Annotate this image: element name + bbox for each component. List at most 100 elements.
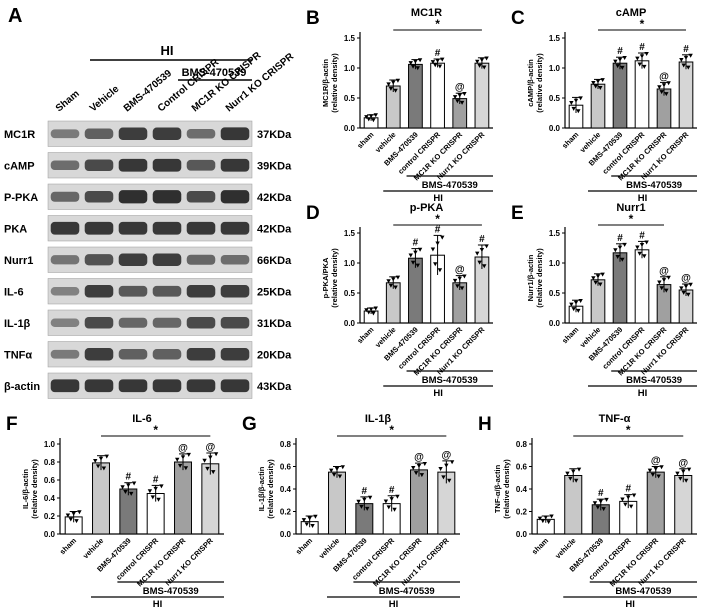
data-point xyxy=(413,471,419,476)
data-point xyxy=(576,467,582,472)
data-point xyxy=(475,59,480,64)
data-point xyxy=(452,95,458,100)
blot-band xyxy=(186,221,216,235)
y-tick-label: 0.6 xyxy=(280,463,292,472)
bar xyxy=(674,475,693,535)
y-axis-label: p-PKA/PKA(relative density) xyxy=(321,248,339,308)
data-point xyxy=(683,55,689,60)
group-mark: @ xyxy=(441,450,451,461)
y-tick-label: 1.5 xyxy=(344,34,356,43)
data-point xyxy=(365,506,370,511)
bar xyxy=(408,63,423,129)
data-point xyxy=(571,307,576,312)
blot-band xyxy=(84,379,114,393)
chart-title: IL-1β xyxy=(365,413,392,425)
data-point xyxy=(410,64,416,69)
data-point xyxy=(598,86,603,90)
data-point xyxy=(642,64,647,69)
blot-strip xyxy=(47,278,253,305)
bar xyxy=(92,462,110,535)
data-point xyxy=(391,80,396,85)
group-mark: # xyxy=(617,233,623,244)
chart-panel-g: G IL-1β * IL-1β/β-actin(relative density) 0.… xyxy=(236,406,472,611)
group-mark: @ xyxy=(681,273,691,284)
data-point xyxy=(644,51,649,56)
data-point xyxy=(620,257,625,262)
y-tick-label: 1.5 xyxy=(549,34,561,43)
data-point xyxy=(613,59,618,64)
data-point xyxy=(383,499,389,504)
data-point xyxy=(604,497,609,502)
data-point xyxy=(475,251,480,256)
data-point xyxy=(437,64,443,69)
data-point xyxy=(622,242,627,247)
data-point xyxy=(301,518,307,523)
bms-label: BMS-470539 xyxy=(379,586,435,597)
x-tick-label: MC1R KO CRISPR xyxy=(371,536,424,589)
y-tick-label: 0.4 xyxy=(44,494,56,503)
data-point xyxy=(150,495,155,500)
hi-label: HI xyxy=(433,388,443,399)
group-mark: @ xyxy=(205,442,215,453)
data-point xyxy=(449,460,455,465)
bar xyxy=(408,257,423,324)
data-point xyxy=(459,286,465,291)
group-mark: @ xyxy=(659,266,669,277)
hi-label: HI xyxy=(433,193,443,204)
data-point xyxy=(613,248,618,253)
data-point xyxy=(441,475,446,480)
y-tick-label: 0.0 xyxy=(549,319,561,328)
bar xyxy=(612,252,628,324)
blot-band xyxy=(118,158,148,172)
significance-mark: * xyxy=(389,423,394,437)
data-point xyxy=(415,263,420,268)
data-point xyxy=(637,251,642,256)
bar xyxy=(174,461,192,535)
group-mark: @ xyxy=(651,456,661,467)
blot-band xyxy=(84,159,114,172)
data-point xyxy=(600,78,605,83)
blot-band xyxy=(152,221,182,235)
blot-band xyxy=(152,253,182,266)
y-axis-label-line: IL-1β/β-actin xyxy=(257,466,266,511)
hi-label: HI xyxy=(638,193,648,204)
data-point xyxy=(153,486,158,491)
data-point xyxy=(413,59,418,64)
protein-label: IL-6 xyxy=(4,286,24,298)
y-axis-label-line: (relative density) xyxy=(30,459,39,519)
protein-label: Nurr1 xyxy=(4,255,33,267)
y-tick-label: 1.0 xyxy=(549,259,561,268)
chart-title: IL-6 xyxy=(132,413,152,425)
group-mark: @ xyxy=(178,443,188,454)
data-point xyxy=(647,468,653,473)
data-point xyxy=(386,82,391,87)
y-axis-label: cAMP/β-actin(relative density) xyxy=(526,53,544,113)
data-point xyxy=(573,98,579,103)
data-point xyxy=(447,478,452,483)
data-point xyxy=(419,473,425,478)
data-point xyxy=(642,254,647,259)
y-tick-label: 0.4 xyxy=(280,485,292,494)
blot-band xyxy=(220,254,250,265)
data-point xyxy=(615,255,620,260)
data-point xyxy=(156,497,161,502)
chart-title: p-PKA xyxy=(410,202,444,214)
data-point xyxy=(392,507,397,512)
data-point xyxy=(661,83,667,88)
y-tick-label: 0.2 xyxy=(280,508,292,517)
data-point xyxy=(213,452,219,457)
data-point xyxy=(104,454,109,459)
group-mark: # xyxy=(639,230,645,241)
blot-band xyxy=(118,349,148,360)
data-point xyxy=(389,497,394,502)
data-point xyxy=(391,277,396,282)
bms-label: BMS-470539 xyxy=(615,586,671,597)
y-tick-label: 0.5 xyxy=(549,94,561,103)
panel-letter: D xyxy=(306,203,320,224)
data-point xyxy=(366,310,371,315)
y-tick-label: 0.0 xyxy=(344,319,356,328)
bar xyxy=(410,469,428,535)
data-point xyxy=(74,519,79,524)
group-mark: # xyxy=(639,42,645,53)
